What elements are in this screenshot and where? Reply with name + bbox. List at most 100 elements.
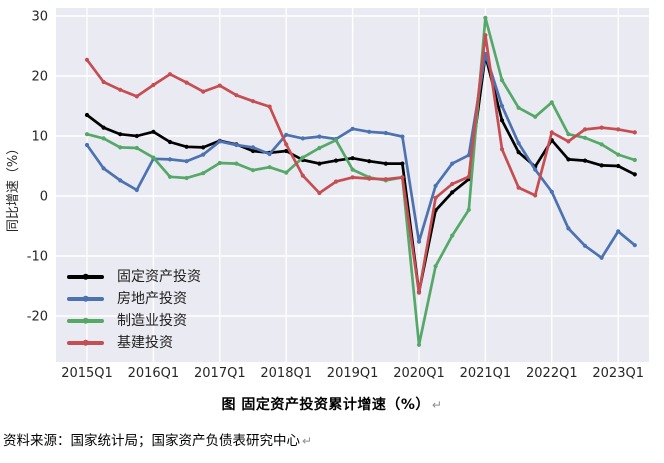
legend-item-label: 制造业投资 — [117, 313, 187, 329]
series-1-marker — [383, 130, 388, 136]
series-3-marker — [234, 93, 239, 98]
series-3-marker — [400, 175, 405, 180]
series-0-marker — [632, 172, 637, 177]
series-0-marker — [250, 148, 256, 154]
series-1-marker — [566, 226, 571, 231]
series-0-marker — [201, 145, 206, 150]
series-2-marker — [217, 160, 222, 166]
series-3-marker — [151, 82, 156, 88]
series-3-marker — [367, 176, 372, 181]
series-2-marker — [516, 105, 521, 110]
series-1-marker — [234, 142, 239, 148]
series-0-marker — [284, 148, 289, 154]
series-3-marker — [516, 185, 521, 190]
series-0-marker — [350, 156, 355, 161]
x-tick-label: 2015Q1 — [61, 366, 113, 381]
series-0-marker — [450, 190, 455, 195]
legend-item-label: 房地产投资 — [117, 291, 187, 307]
figure-caption: 图 固定资产投资累计增速（%） ↵ — [0, 394, 664, 414]
series-3-marker — [167, 72, 173, 77]
series-1-marker — [84, 142, 90, 148]
series-3-marker — [582, 127, 588, 132]
x-tick-label: 2018Q1 — [260, 366, 312, 381]
series-0-marker — [499, 118, 505, 123]
return-mark-icon: ↵ — [431, 398, 443, 412]
x-tick-label: 2022Q1 — [526, 366, 578, 381]
series-3-marker — [84, 57, 90, 62]
series-0-marker — [167, 139, 173, 145]
series-1-marker — [632, 243, 637, 248]
series-0-marker — [317, 161, 322, 166]
series-0-marker — [383, 161, 388, 166]
series-1-marker — [217, 139, 222, 144]
y-tick-label: 10 — [31, 130, 48, 145]
series-1-marker — [549, 189, 554, 194]
series-2-marker — [616, 152, 621, 157]
series-2-marker — [234, 161, 239, 166]
return-mark-icon: ↵ — [302, 434, 313, 448]
series-2-marker — [284, 170, 289, 175]
series-0-marker — [134, 133, 139, 139]
x-tick-label: 2019Q1 — [327, 366, 379, 381]
series-0-marker — [367, 159, 372, 164]
series-2-marker — [250, 168, 256, 173]
series-0-marker — [516, 150, 521, 155]
series-1-marker — [317, 134, 322, 139]
series-3-marker — [333, 179, 339, 184]
series-1-marker — [616, 229, 621, 234]
series-1-marker — [134, 187, 139, 193]
legend: 固定资产投资 房地产投资制造业投资基建投资 — [67, 266, 201, 354]
series-0-marker — [84, 112, 90, 118]
series-2-marker — [533, 114, 538, 119]
series-2-marker — [267, 165, 272, 170]
series-3-marker — [317, 190, 322, 196]
series-1-marker — [300, 136, 305, 141]
series-2-marker — [483, 15, 488, 20]
series-2-marker — [582, 135, 588, 140]
legend-item-2: 制造业投资 — [67, 310, 201, 332]
legend-swatch-line — [67, 339, 104, 347]
series-3-marker — [416, 290, 422, 295]
series-2-marker — [466, 207, 471, 212]
series-1-marker — [516, 141, 521, 146]
series-3-marker — [300, 173, 305, 178]
series-1-marker — [367, 129, 372, 134]
legend-item-label: 固定资产投资 — [117, 269, 201, 285]
series-3-marker — [134, 94, 139, 99]
series-3-marker — [383, 177, 388, 182]
series-1-marker — [499, 103, 505, 109]
legend-swatch-marker — [82, 295, 89, 303]
y-tick-label: 20 — [31, 70, 48, 85]
series-3-marker — [566, 139, 571, 144]
series-0-marker — [400, 161, 405, 166]
series-3-marker — [250, 99, 256, 104]
series-1-marker — [416, 239, 422, 244]
series-3-marker — [466, 174, 471, 179]
x-tick-label: 2021Q1 — [460, 366, 512, 381]
x-tick-label: 2017Q1 — [194, 366, 246, 381]
series-3-marker — [201, 89, 206, 94]
y-tick-label: -20 — [27, 310, 48, 325]
legend-swatch-marker — [82, 317, 89, 325]
series-1-marker — [450, 161, 455, 166]
series-1-marker — [201, 152, 206, 157]
series-0-marker — [151, 129, 156, 134]
legend-item-3: 基建投资 — [67, 332, 201, 354]
y-tick-label: -10 — [27, 250, 48, 265]
legend-swatch-marker — [82, 273, 89, 281]
series-0-marker — [333, 158, 339, 163]
series-2-marker — [350, 167, 355, 172]
series-2-marker — [549, 100, 554, 105]
series-2-marker — [101, 136, 106, 141]
series-3-marker — [616, 127, 621, 132]
legend-item-label: 基建投资 — [117, 335, 173, 351]
series-3-marker — [267, 104, 272, 109]
series-2-marker — [167, 174, 173, 179]
series-3-marker — [101, 79, 106, 85]
legend-swatch-marker — [82, 339, 89, 347]
series-2-marker — [151, 155, 156, 160]
legend-swatch-line — [67, 295, 104, 303]
series-2-marker — [632, 157, 637, 163]
source-note-text: 资料来源：国家统计局；国家资产负债表研究中心 — [3, 433, 300, 449]
investment-growth-chart: 30 20 10 0 -10 -20 2015Q1 2016Q1 2017Q1 2018Q1 201… — [6, 8, 649, 381]
